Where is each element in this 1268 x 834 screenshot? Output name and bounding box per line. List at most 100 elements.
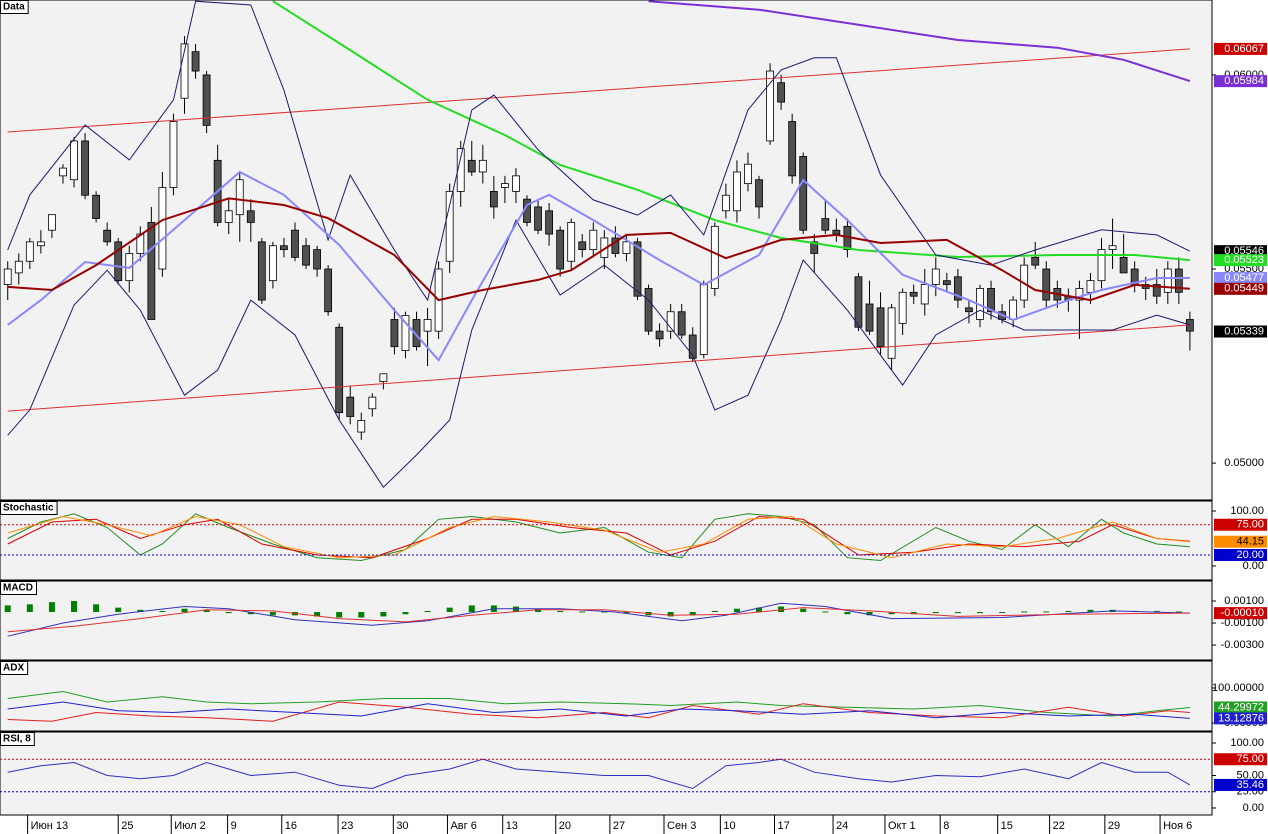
value-marker-label: 35.46 — [1236, 779, 1264, 791]
panel-title: ADX — [3, 663, 24, 674]
histogram-bar — [402, 612, 409, 615]
indicator-line — [648, 0, 1191, 83]
candle-body — [953, 276, 962, 301]
candle-body — [114, 241, 123, 282]
candle-body — [987, 288, 995, 313]
histogram-bar — [446, 607, 453, 613]
value-marker-label: 0.05449 — [1224, 283, 1264, 295]
indicator-line — [272, 0, 1190, 262]
candle-body — [379, 373, 388, 382]
candle-body — [467, 159, 476, 173]
value-marker — [1214, 75, 1267, 88]
histogram-bar — [203, 609, 210, 613]
x-tick-label: Сен 3 — [667, 820, 696, 832]
value-marker-label: 20.00 — [1236, 549, 1264, 561]
candle-body — [302, 245, 310, 266]
candle-body — [456, 148, 465, 192]
candle-body — [412, 319, 421, 348]
x-tick-label: 25 — [121, 820, 133, 832]
candle-body — [589, 229, 598, 251]
value-marker — [1214, 753, 1267, 766]
candle-body — [489, 190, 498, 208]
indicator-line — [7, 690, 1190, 717]
candle-body — [1031, 256, 1040, 266]
candle-body — [36, 241, 45, 247]
candle-body — [688, 334, 697, 359]
candle-body — [1075, 288, 1084, 301]
x-tick-label: Июл 2 — [174, 820, 206, 832]
candle-body — [202, 74, 211, 126]
candle-body — [103, 229, 112, 243]
candle-body — [1163, 268, 1172, 293]
histogram-bar — [910, 612, 917, 615]
candle-body — [898, 291, 907, 324]
indicator-line — [7, 0, 1191, 302]
indicator-line — [7, 218, 1191, 488]
x-tick-label: 13 — [506, 820, 518, 832]
value-marker — [1214, 778, 1267, 791]
y-tick-label: 0.00 — [1243, 802, 1264, 814]
x-tick-label: 15 — [1001, 820, 1013, 832]
panel-title: Data — [3, 2, 25, 13]
candle-body — [876, 307, 885, 348]
y-tick-label: -0.00300 — [1221, 639, 1264, 651]
indicator-line — [7, 515, 1190, 559]
histogram-bar — [247, 612, 254, 615]
candle-body — [291, 229, 299, 258]
candle-body — [268, 245, 277, 282]
candle-body — [25, 241, 34, 262]
plot-area — [3, 0, 1194, 488]
candle-body — [224, 210, 233, 223]
histogram-bar — [888, 612, 895, 615]
histogram-bar — [756, 607, 763, 613]
candle-body — [257, 241, 266, 301]
histogram-bar — [579, 611, 586, 613]
indicator-line — [7, 701, 1190, 722]
histogram-bar — [380, 612, 387, 617]
candle-body — [324, 268, 333, 313]
candle-body — [1042, 268, 1051, 301]
indicator-line — [7, 758, 1191, 790]
indicator-line — [7, 515, 1190, 559]
value-marker-label: 0.05984 — [1224, 75, 1264, 87]
histogram-bar — [1175, 611, 1182, 613]
histogram-bar — [4, 605, 11, 613]
histogram-bar — [424, 610, 431, 613]
histogram-bar — [822, 611, 829, 613]
candle-body — [931, 268, 940, 285]
value-marker — [1214, 42, 1267, 55]
candle-body — [655, 330, 664, 340]
candle-body — [744, 163, 752, 185]
x-tick-label: 27 — [613, 820, 625, 832]
y-tick-label: 0.00 — [1243, 560, 1264, 572]
value-marker — [1214, 518, 1267, 531]
panel-title-box — [0, 0, 29, 14]
histogram-bar — [866, 612, 873, 616]
candle-body — [445, 190, 454, 262]
value-marker-label: 44.29972 — [1218, 701, 1264, 713]
value-marker-label: 13.12876 — [1218, 712, 1264, 724]
candle-body — [423, 319, 432, 332]
panel-background — [0, 580, 1213, 661]
candle-body — [799, 156, 808, 231]
candle-body — [710, 225, 719, 289]
histogram-bar — [181, 608, 188, 613]
y-tick-label: 100.00 — [1230, 505, 1264, 517]
panel-background — [0, 731, 1213, 816]
indicator-line — [7, 513, 1190, 562]
panel-title: MACD — [3, 583, 33, 594]
histogram-bar — [512, 606, 519, 613]
candle-body — [1152, 284, 1161, 297]
candle-body — [633, 241, 642, 297]
candle-body — [677, 311, 686, 336]
candle-body — [14, 260, 23, 274]
candle-body — [70, 140, 78, 181]
histogram-bar — [778, 606, 785, 613]
y-tick-label: 50.00 — [1236, 769, 1264, 781]
histogram-bar — [159, 610, 166, 613]
histogram-bar — [954, 612, 961, 614]
candle-body — [147, 222, 156, 320]
candle-body — [246, 210, 255, 223]
candle-body — [512, 175, 520, 192]
histogram-bar — [358, 612, 365, 618]
